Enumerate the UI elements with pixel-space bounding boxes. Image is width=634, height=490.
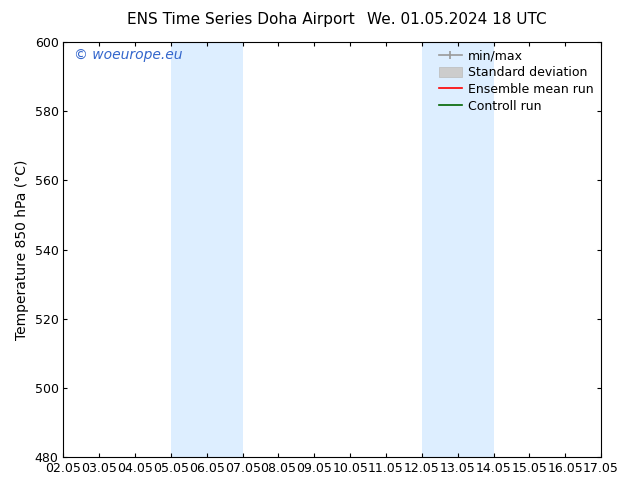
Bar [171,42,207,457]
Legend: min/max, Standard deviation, Ensemble mean run, Controll run: min/max, Standard deviation, Ensemble me… [434,45,598,118]
Y-axis label: Temperature 850 hPa (°C): Temperature 850 hPa (°C) [15,159,29,340]
Text: ENS Time Series Doha Airport: ENS Time Series Doha Airport [127,12,355,27]
Text: We. 01.05.2024 18 UTC: We. 01.05.2024 18 UTC [366,12,547,27]
Bar [458,42,493,457]
Bar [207,42,243,457]
Bar [422,42,458,457]
Text: © woeurope.eu: © woeurope.eu [74,49,183,62]
